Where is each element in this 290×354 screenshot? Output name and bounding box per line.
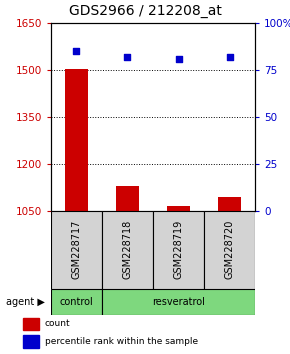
Bar [51,211,102,289]
Text: GSM228719: GSM228719 [173,220,184,279]
Bar [218,196,241,211]
Point [74,48,79,54]
Text: GDS2966 / 212208_at: GDS2966 / 212208_at [68,4,222,18]
Bar [102,211,153,289]
Point [125,54,130,59]
Text: agent ▶: agent ▶ [6,297,45,307]
Bar [23,318,39,330]
Bar [167,206,190,211]
Point [227,54,232,59]
Text: GSM228720: GSM228720 [225,220,235,279]
Bar [116,185,139,211]
Bar [102,289,255,315]
Bar [51,289,102,315]
Text: resveratrol: resveratrol [152,297,205,307]
Text: GSM228718: GSM228718 [122,220,133,279]
Bar [65,69,88,211]
Text: percentile rank within the sample: percentile rank within the sample [45,337,198,346]
Text: control: control [59,297,93,307]
Point [176,56,181,62]
Text: count: count [45,319,70,329]
Text: GSM228717: GSM228717 [71,220,81,279]
Bar [23,335,39,348]
Bar [204,211,255,289]
Bar [153,211,204,289]
